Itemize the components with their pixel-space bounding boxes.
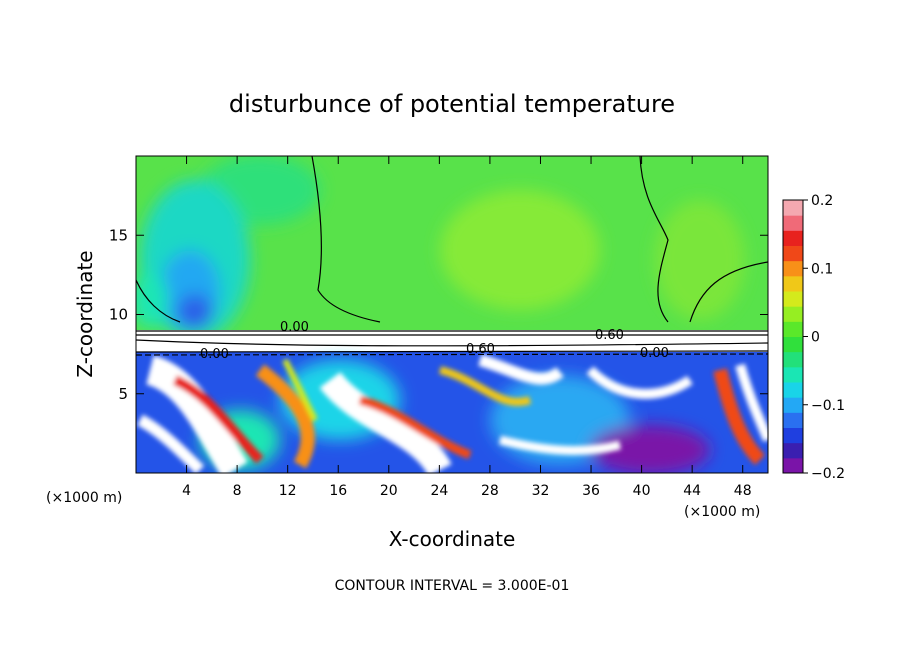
colorbar-swatch [783, 412, 803, 428]
colorbar-tick-label: 0 [811, 330, 820, 346]
colorbar-swatch [783, 457, 803, 474]
contour-label: 0.00 [200, 347, 229, 362]
colorbar-swatch [783, 260, 803, 277]
colorbar-swatch [783, 366, 803, 383]
x-tick-label: 16 [329, 483, 347, 499]
contour-interval-note: CONTOUR INTERVAL = 3.000E-01 [335, 578, 570, 594]
colorbar-swatch [783, 321, 803, 337]
heatmap-field [136, 156, 768, 473]
colorbar-swatch [783, 397, 803, 413]
colorbar-swatch [783, 427, 803, 444]
x-axis: 4 8 12 16 20 24 28 32 36 40 44 48 [182, 156, 752, 499]
x-tick-label: 40 [633, 483, 651, 499]
colorbar-swatch [783, 306, 803, 322]
colorbar-swatch [783, 215, 803, 231]
contour-label: 0.60 [595, 328, 624, 343]
colorbar-tick-label: −0.2 [811, 466, 845, 482]
x-tick-label: 12 [279, 483, 297, 499]
colorbar [782, 199, 804, 474]
colorbar-tick-label: 0.2 [811, 193, 833, 209]
colorbar-swatch [783, 336, 803, 353]
colorbar-tick-label: −0.1 [811, 398, 845, 414]
x-tick-label: 44 [683, 483, 701, 499]
colorbar-tick-label: 0.1 [811, 261, 833, 277]
x-tick-label: 48 [734, 483, 752, 499]
colorbar-swatch [783, 275, 803, 292]
chart-title: disturbunce of potential temperature [229, 90, 675, 118]
x-tick-label: 8 [233, 483, 242, 499]
colorbar-swatch [783, 442, 803, 459]
colorbar-ticks: 0.2 0.1 0 −0.1 −0.2 [803, 193, 845, 482]
y-tick-label: 10 [109, 306, 128, 324]
colorbar-swatch [783, 382, 803, 398]
x-axis-label: X-coordinate [389, 527, 516, 551]
y-axis: 5 10 15 [109, 226, 768, 403]
colorbar-swatch [783, 230, 803, 246]
y-tick-label: 15 [109, 226, 128, 244]
x-tick-label: 28 [481, 483, 499, 499]
x-tick-label: 36 [582, 483, 600, 499]
y-axis-label: Z-coordinate [73, 250, 97, 377]
y-tick-label: 5 [118, 385, 128, 403]
x-tick-label: 24 [430, 483, 448, 499]
colorbar-swatch [783, 245, 803, 262]
x-unit-right: (×1000 m) [684, 504, 760, 520]
contour-label: 0.00 [640, 346, 669, 361]
contour-label: 0.00 [280, 320, 309, 335]
x-unit-left: (×1000 m) [46, 490, 122, 506]
colorbar-swatch [783, 291, 803, 307]
x-tick-label: 32 [532, 483, 550, 499]
x-tick-label: 20 [380, 483, 398, 499]
contour-label: 0.60 [466, 342, 495, 357]
x-tick-label: 4 [182, 483, 191, 499]
colorbar-swatch [783, 351, 803, 368]
colorbar-swatch [783, 200, 803, 216]
